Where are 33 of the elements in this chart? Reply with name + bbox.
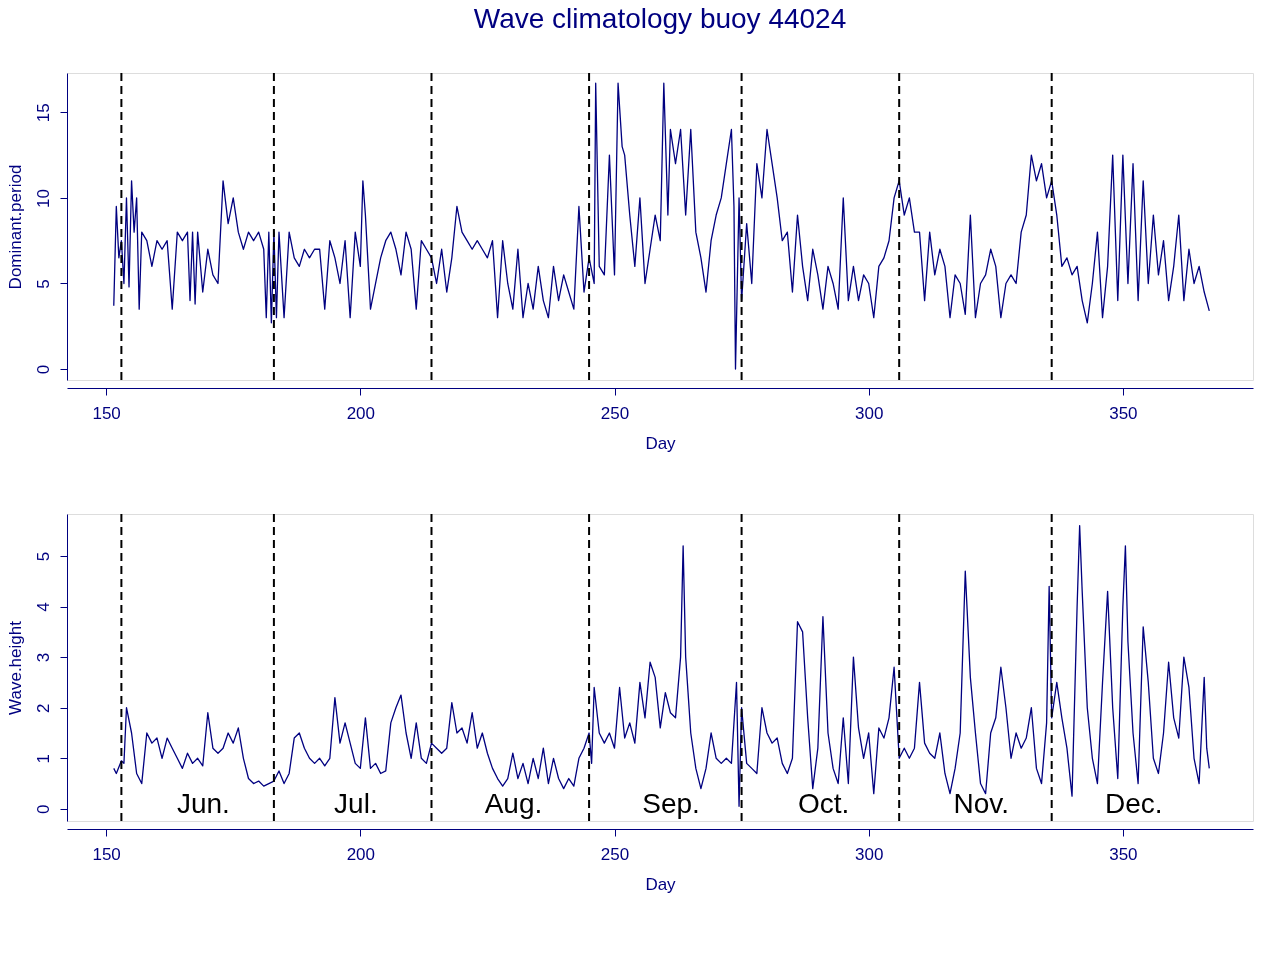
y-tick-label: 0 (33, 804, 53, 815)
x-tick-label: 200 (346, 844, 376, 864)
y-tick-label: 1 (33, 754, 53, 764)
line-series (113, 82, 1210, 370)
y-tick-label: 3 (33, 652, 53, 663)
x-axis-title: Day (645, 874, 677, 894)
x-tick-label: 350 (1109, 844, 1138, 864)
x-axis-title: Day (645, 433, 677, 453)
y-tick-label: 2 (33, 703, 53, 713)
x-tick-label: 250 (600, 844, 630, 864)
ref-line-label: Sep. (642, 788, 700, 819)
ref-line-label: Oct. (797, 788, 850, 819)
ref-line-label: Aug. (484, 788, 543, 819)
ref-line-label: Dec. (1104, 788, 1163, 819)
y-tick-label: 15 (33, 103, 53, 123)
ref-line-label: Jun. (176, 788, 230, 819)
x-tick-label: 300 (854, 844, 884, 864)
x-tick-label: 150 (92, 403, 121, 423)
y-axis-title: Dominant.period (5, 164, 25, 290)
ref-line-label: Jul. (334, 788, 378, 819)
ref-line-label: Nov. (953, 788, 1009, 819)
x-tick-label: 350 (1109, 403, 1138, 423)
y-tick-label: 5 (33, 279, 53, 289)
y-tick-label: 0 (33, 364, 53, 375)
x-tick-label: 300 (854, 403, 884, 423)
chart-title: Wave climatology buoy 44024 (473, 3, 847, 34)
y-tick-label: 4 (33, 602, 53, 612)
y-tick-label: 10 (33, 188, 53, 208)
y-tick-label: 5 (33, 551, 53, 562)
y-axis-title: Wave.height (5, 620, 25, 715)
x-tick-label: 250 (600, 403, 630, 423)
x-tick-label: 150 (92, 844, 121, 864)
x-tick-label: 200 (346, 403, 376, 423)
